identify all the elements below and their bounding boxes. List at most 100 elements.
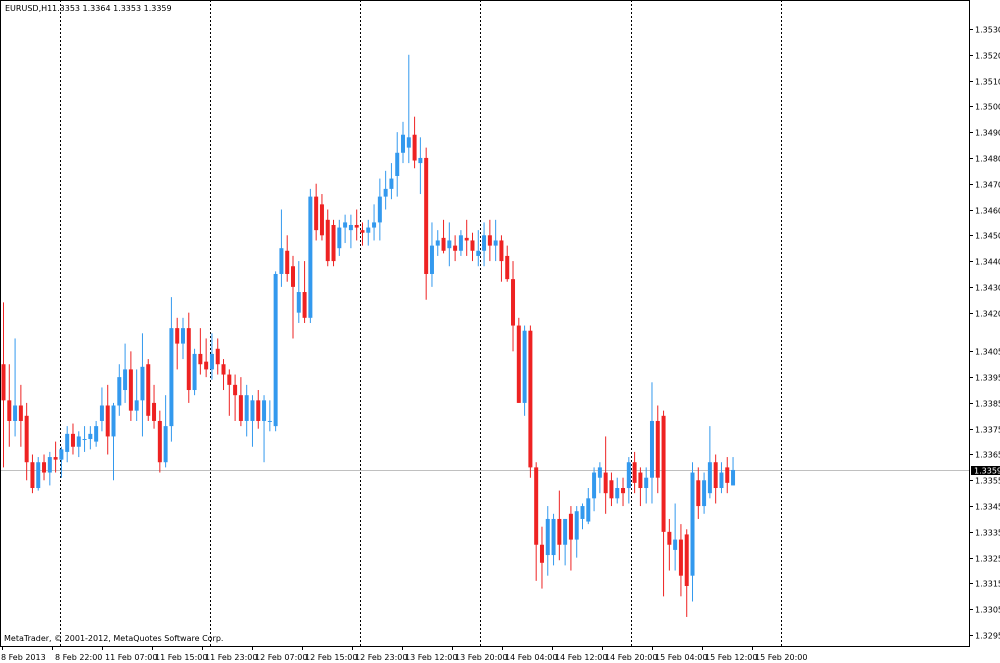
candle bbox=[690, 462, 695, 602]
candle-body bbox=[406, 137, 411, 148]
candle-body bbox=[82, 439, 87, 441]
candle bbox=[111, 402, 116, 481]
candle-body bbox=[580, 506, 585, 519]
y-axis: 1.3530 1.3520 1.3510 1.3500 1.3490 1.3480 1.34… bbox=[969, 26, 1000, 641]
x-tick-label: 8 Feb 22:00 bbox=[55, 653, 102, 662]
candle bbox=[632, 451, 637, 494]
candle-body bbox=[128, 369, 133, 411]
candle bbox=[661, 410, 666, 597]
candle bbox=[192, 348, 197, 396]
candle bbox=[534, 462, 539, 581]
x-tick-label: 12 Feb 23:00 bbox=[355, 653, 407, 662]
candle bbox=[412, 116, 417, 169]
candle bbox=[227, 369, 232, 416]
candle bbox=[476, 230, 481, 267]
candle-body bbox=[528, 330, 533, 468]
candle bbox=[180, 317, 185, 360]
candle bbox=[528, 325, 533, 478]
candle bbox=[175, 317, 180, 370]
candle bbox=[551, 513, 556, 566]
candle-body bbox=[175, 328, 180, 344]
x-tick-label: 15 Feb 12:00 bbox=[705, 653, 757, 662]
x-tick-label: 13 Feb 20:00 bbox=[455, 653, 507, 662]
candle-body bbox=[377, 196, 382, 223]
candle bbox=[354, 209, 359, 241]
candle bbox=[302, 261, 307, 323]
candle-body bbox=[65, 433, 70, 452]
y-tick-label: 1.3335 bbox=[975, 529, 1000, 538]
y-tick-label: 1.3355 bbox=[975, 477, 1000, 486]
candle bbox=[94, 420, 99, 447]
candle-body bbox=[256, 400, 261, 421]
candle-body bbox=[574, 511, 579, 540]
candle-body bbox=[111, 405, 116, 437]
candle bbox=[250, 395, 255, 447]
candle bbox=[725, 457, 730, 494]
candle bbox=[325, 209, 330, 267]
candle bbox=[539, 526, 544, 589]
candle-body bbox=[592, 472, 597, 499]
candle-body bbox=[545, 518, 550, 556]
candle bbox=[47, 451, 52, 486]
candle bbox=[580, 503, 585, 530]
candle bbox=[256, 390, 261, 429]
candle bbox=[429, 222, 434, 287]
candle bbox=[343, 214, 348, 244]
candle bbox=[65, 426, 70, 463]
candle bbox=[441, 219, 446, 254]
candle bbox=[557, 490, 562, 561]
candle-body bbox=[702, 480, 707, 507]
candle bbox=[522, 325, 527, 416]
price-tag-group: 1.3359 bbox=[971, 466, 1000, 476]
candle-body bbox=[244, 395, 249, 421]
candle bbox=[117, 364, 122, 416]
candle-body bbox=[424, 157, 429, 274]
candle bbox=[609, 472, 614, 507]
x-tick-label: 14 Feb 12:00 bbox=[555, 653, 607, 662]
candle bbox=[13, 338, 18, 437]
candle-body bbox=[94, 426, 99, 442]
candle-body bbox=[644, 477, 649, 489]
candle bbox=[615, 477, 620, 504]
y-tick-label: 1.3405 bbox=[975, 348, 1000, 357]
candle-body bbox=[493, 240, 498, 246]
candle-body bbox=[285, 250, 290, 274]
candle bbox=[453, 235, 458, 262]
candle bbox=[70, 423, 75, 455]
candle bbox=[163, 395, 168, 468]
candle-body bbox=[383, 188, 388, 197]
y-tick-label: 1.3375 bbox=[975, 426, 1000, 435]
candle-body bbox=[609, 480, 614, 499]
candle-body bbox=[53, 457, 58, 460]
candle-body bbox=[192, 353, 197, 391]
y-tick-label: 1.3315 bbox=[975, 580, 1000, 589]
y-tick-label: 1.3450 bbox=[975, 232, 1000, 241]
candle bbox=[667, 518, 672, 571]
y-tick-label: 1.3325 bbox=[975, 555, 1000, 564]
candle-body bbox=[673, 539, 678, 550]
candle bbox=[76, 431, 81, 458]
candle bbox=[684, 529, 689, 617]
y-tick-label: 1.3305 bbox=[975, 606, 1000, 615]
candle bbox=[24, 402, 29, 481]
candle bbox=[366, 219, 371, 246]
candle-body bbox=[632, 462, 637, 483]
candle bbox=[215, 338, 220, 375]
candle bbox=[123, 343, 128, 403]
candle bbox=[7, 364, 12, 447]
candle-body bbox=[267, 420, 272, 422]
price-tag-box bbox=[971, 466, 1000, 475]
candle bbox=[273, 271, 278, 432]
candle bbox=[719, 462, 724, 494]
candle-body bbox=[204, 361, 209, 370]
candle-body bbox=[279, 248, 284, 274]
candle bbox=[713, 454, 718, 504]
candle-body bbox=[696, 480, 701, 507]
x-tick-label: 8 Feb 2013 bbox=[1, 653, 46, 662]
candle bbox=[314, 183, 319, 241]
candle-body bbox=[117, 377, 122, 406]
candle-body bbox=[325, 219, 330, 262]
candle-body bbox=[348, 224, 353, 231]
candle-body bbox=[563, 518, 568, 545]
candle bbox=[418, 137, 423, 195]
